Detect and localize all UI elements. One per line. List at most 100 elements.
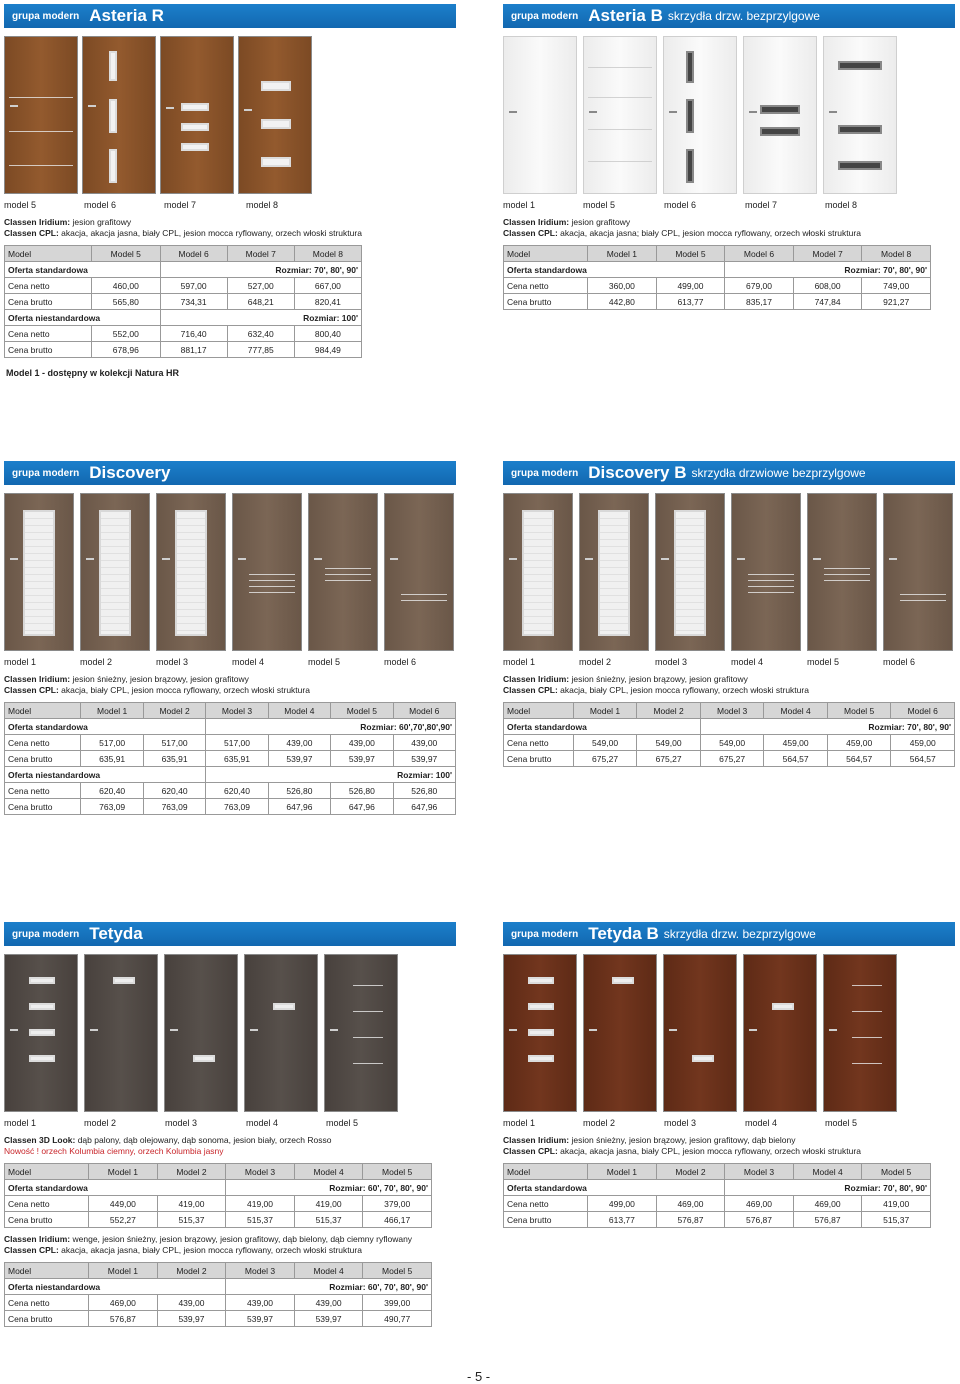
door-image [160,36,234,194]
table-header-cell: Model 4 [293,1163,364,1180]
section-title: Asteria R [89,6,164,25]
model-label: model 8 [246,200,279,210]
model-label: model 4 [246,1118,279,1128]
material-text: dąb palony, dąb olejowany, dąb sonoma, j… [75,1135,332,1145]
material-description: Classen Iridium: jesion śnieżny, jesion … [503,1135,955,1157]
table-header-cell: Model 1 [88,1163,158,1180]
offer-label: Oferta niestandardowa [3,1278,227,1295]
table-header-cell: Model 7 [792,245,863,262]
model-label: model 3 [664,1118,697,1128]
price-cell: 460,00 [91,277,161,294]
table-header-cell: Model 6 [159,245,228,262]
material-text: wenge, jesion śnieżny, jesion brązowy, j… [70,1234,413,1244]
price-cell: 515,37 [225,1211,295,1228]
price-label: Cena netto [503,734,574,751]
material-description: Classen Iridium: wenge, jesion śnieżny, … [4,1234,456,1256]
price-cell: 675,27 [572,750,638,767]
offer-row: Oferta standardowa Rozmiar: 60',70',80',9… [3,718,456,735]
table-header-cell: Model 3 [699,702,765,719]
model-label: model 6 [84,200,117,210]
door-image [80,493,150,651]
offer-label: Oferta standardowa [503,718,701,735]
price-cell: 620,40 [205,782,269,799]
price-cell: 439,00 [156,1294,227,1311]
size-label: Rozmiar: 100' [159,309,363,326]
price-cell: 747,84 [792,293,863,310]
price-cell: 469,00 [724,1195,794,1212]
size-label: Rozmiar: 70', 80', 90' [724,261,931,278]
price-table: Model Model 1 Model 2 Model 3 Model 4 Model 5… [3,1163,432,1228]
price-cell: 777,85 [226,341,295,358]
table-header-cell: Model 2 [142,702,207,719]
price-cell: 613,77 [587,1211,657,1228]
price-label: Cena brutto [502,293,589,310]
model-label: model 3 [165,1118,198,1128]
new-badge: Nowość ! [4,1146,39,1156]
table-header-cell: Model 1 [587,1163,657,1180]
table-row: Cena brutto 675,27 675,27 675,27 564,57 564,5… [503,750,955,767]
price-label: Cena netto [3,1294,90,1311]
price-label: Cena brutto [3,1211,90,1228]
door-image [583,954,657,1112]
door-gallery [503,36,955,194]
table-header-cell: Model 2 [636,702,701,719]
table-row: Cena netto 360,00 499,00 679,00 608,00 749,00 [502,277,931,294]
table-header-cell: Model 7 [226,245,295,262]
price-label: Cena brutto [3,293,93,310]
material-text: akacja, akacja jasna, biały CPL, jesion … [58,228,362,238]
table-header-cell: Model 2 [156,1262,227,1279]
page-number: - 5 - [467,1369,491,1384]
offer-row: Oferta standardowa Rozmiar: 70', 80', 90' [503,718,956,735]
model-label: model 3 [655,657,688,667]
table-header-cell: Model 3 [225,1163,295,1180]
model-label: model 5 [326,1118,359,1128]
price-cell: 647,96 [392,798,457,815]
group-label: grupa modern [511,467,579,479]
material-text: akacja, biały CPL, jesion mocca ryflowan… [557,685,809,695]
price-cell: 459,00 [763,734,828,751]
section-title: Asteria B [588,6,663,25]
material-label: Classen Iridium: [503,217,570,227]
table-header-cell: Model 5 [362,1163,432,1180]
price-cell: 439,00 [392,734,457,751]
offer-label: Oferta standardowa [3,1179,227,1196]
group-label: grupa modern [12,467,80,479]
model-label: model 1 [503,200,536,210]
price-cell: 419,00 [861,1195,931,1212]
section-title-band: grupa modern Tetyda [4,922,456,946]
table-header-cell: Model 6 [890,702,955,719]
price-label: Cena netto [502,277,589,294]
table-header-cell: Model 8 [293,245,363,262]
door-image [324,954,398,1112]
section-title-band: grupa modern Asteria B skrzydła drzw. be… [503,4,955,28]
table-header-cell: Model 1 [88,1262,158,1279]
material-label: Classen CPL: [4,685,59,695]
table-header-row: Model Model 1 Model 5 Model 6 Model 7 Model 8 [502,245,931,262]
model-label: model 4 [731,657,764,667]
price-cell: 419,00 [156,1195,227,1212]
table-row: Cena netto 499,00 469,00 469,00 469,00 419,00 [502,1195,931,1212]
table-header-cell: Model [3,245,93,262]
table-row: Cena netto 460,00 597,00 527,00 667,00 [3,277,363,294]
material-description: Classen Iridium: jesion grafitowy Classe… [503,217,955,239]
model-label: model 2 [80,657,113,667]
offer-row: Oferta niestandardowa Rozmiar: 100' [3,766,456,783]
material-description: Classen 3D Look: dąb palony, dąb olejowa… [4,1135,456,1157]
price-table-body: Model Model 1 Model 2 Model 3 Model 4 Model 5… [3,1163,432,1228]
price-cell: 517,00 [142,734,207,751]
model-label: model 1 [503,1118,536,1128]
price-cell: 549,00 [636,734,701,751]
price-cell: 439,00 [293,1294,364,1311]
price-cell: 716,40 [159,325,228,342]
price-table-body: Model Model 5 Model 6 Model 7 Model 8 Oferta … [3,245,363,358]
price-cell: 576,87 [724,1211,794,1228]
price-cell: 564,57 [763,750,828,767]
model-label: model 5 [308,657,341,667]
price-cell: 635,91 [142,750,207,767]
material-label: Classen 3D Look: [4,1135,76,1145]
door-image [503,36,577,194]
price-label: Cena netto [3,782,82,799]
table-row: Cena netto 549,00 549,00 549,00 459,00 459,00… [503,734,955,751]
price-cell: 552,27 [88,1211,158,1228]
price-cell: 439,00 [225,1294,295,1311]
